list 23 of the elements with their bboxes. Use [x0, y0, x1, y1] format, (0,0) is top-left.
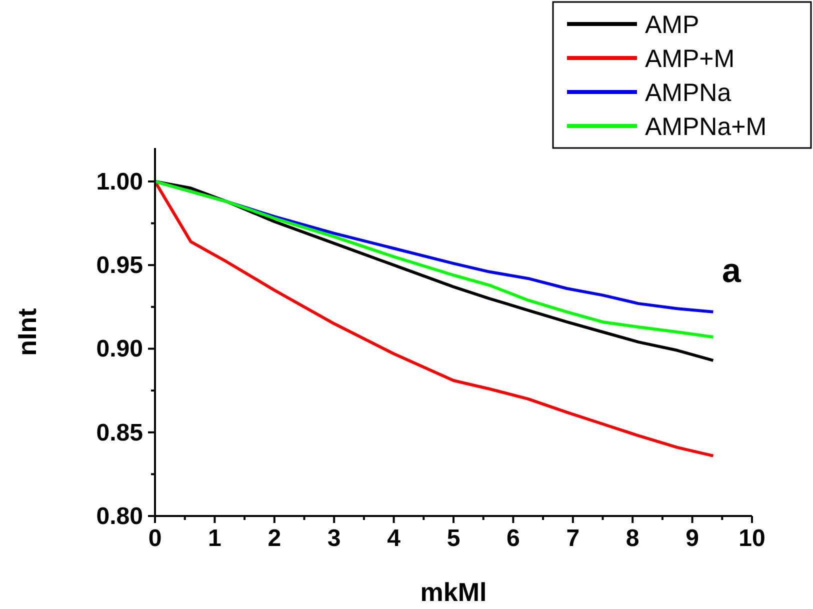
y-tick-label: 0.95 [96, 252, 143, 280]
x-tick-label: 9 [686, 525, 699, 552]
x-tick-label: 10 [738, 525, 766, 552]
y-axis-title: nInt [12, 308, 42, 356]
x-tick-label: 4 [387, 525, 402, 552]
x-tick-label: 2 [268, 525, 282, 552]
x-tick-label: 1 [208, 525, 222, 552]
y-tick-label: 0.80 [96, 503, 143, 530]
legend-label: AMP [645, 11, 700, 39]
legend-label: AMP+M [645, 45, 735, 73]
x-tick-label: 5 [446, 525, 460, 552]
x-tick-label: 6 [506, 525, 520, 552]
y-tick-label: 1.00 [96, 168, 143, 196]
x-tick-label: 0 [148, 525, 162, 552]
x-axis-title: mkMl [420, 577, 487, 607]
legend-label: AMPNa+M [645, 113, 767, 141]
legend-label: AMPNa [645, 79, 732, 107]
annotation: a [722, 252, 742, 290]
y-tick-label: 0.85 [96, 419, 143, 446]
x-tick-label: 7 [566, 525, 580, 552]
y-tick-label: 0.90 [96, 336, 143, 363]
x-tick-label: 3 [327, 525, 341, 552]
x-tick-label: 8 [626, 525, 640, 552]
